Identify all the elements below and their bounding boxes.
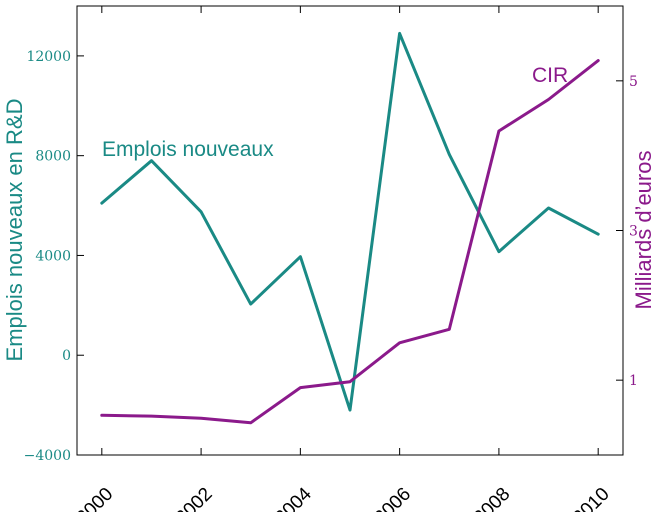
left-tick-label: 12000 — [26, 49, 71, 65]
right-tick-label: 3 — [629, 224, 638, 240]
x-tick-label: 2010 — [569, 484, 614, 512]
x-tick-label: 2006 — [370, 484, 415, 512]
left-tick-label: −4000 — [24, 448, 71, 464]
left-tick-label: 0 — [62, 348, 71, 364]
left-axis-label: Emplois nouveaux en R&D — [2, 99, 27, 362]
left-tick-label: 4000 — [35, 248, 71, 264]
series-label-emplois: Emplois nouveaux — [102, 138, 274, 161]
right-axis-ticks: 5 3 1 — [616, 74, 638, 389]
x-tick-label: 2000 — [73, 484, 118, 512]
right-tick-label: 1 — [629, 373, 638, 389]
left-tick-label: 8000 — [35, 149, 71, 165]
series-line-emplois — [100, 31, 600, 412]
right-tick-label: 5 — [629, 74, 638, 90]
x-tick-label: 2008 — [470, 484, 515, 512]
series-label-cir: CIR — [532, 64, 568, 87]
series-line-cir — [100, 59, 600, 425]
series-lines — [100, 31, 600, 425]
x-tick-label: 2002 — [172, 484, 217, 512]
left-axis-ticks: 12000 8000 4000 0 −4000 — [24, 49, 84, 464]
x-tick-label: 2004 — [271, 483, 316, 512]
right-axis-label: Milliards d’euros — [631, 151, 656, 310]
